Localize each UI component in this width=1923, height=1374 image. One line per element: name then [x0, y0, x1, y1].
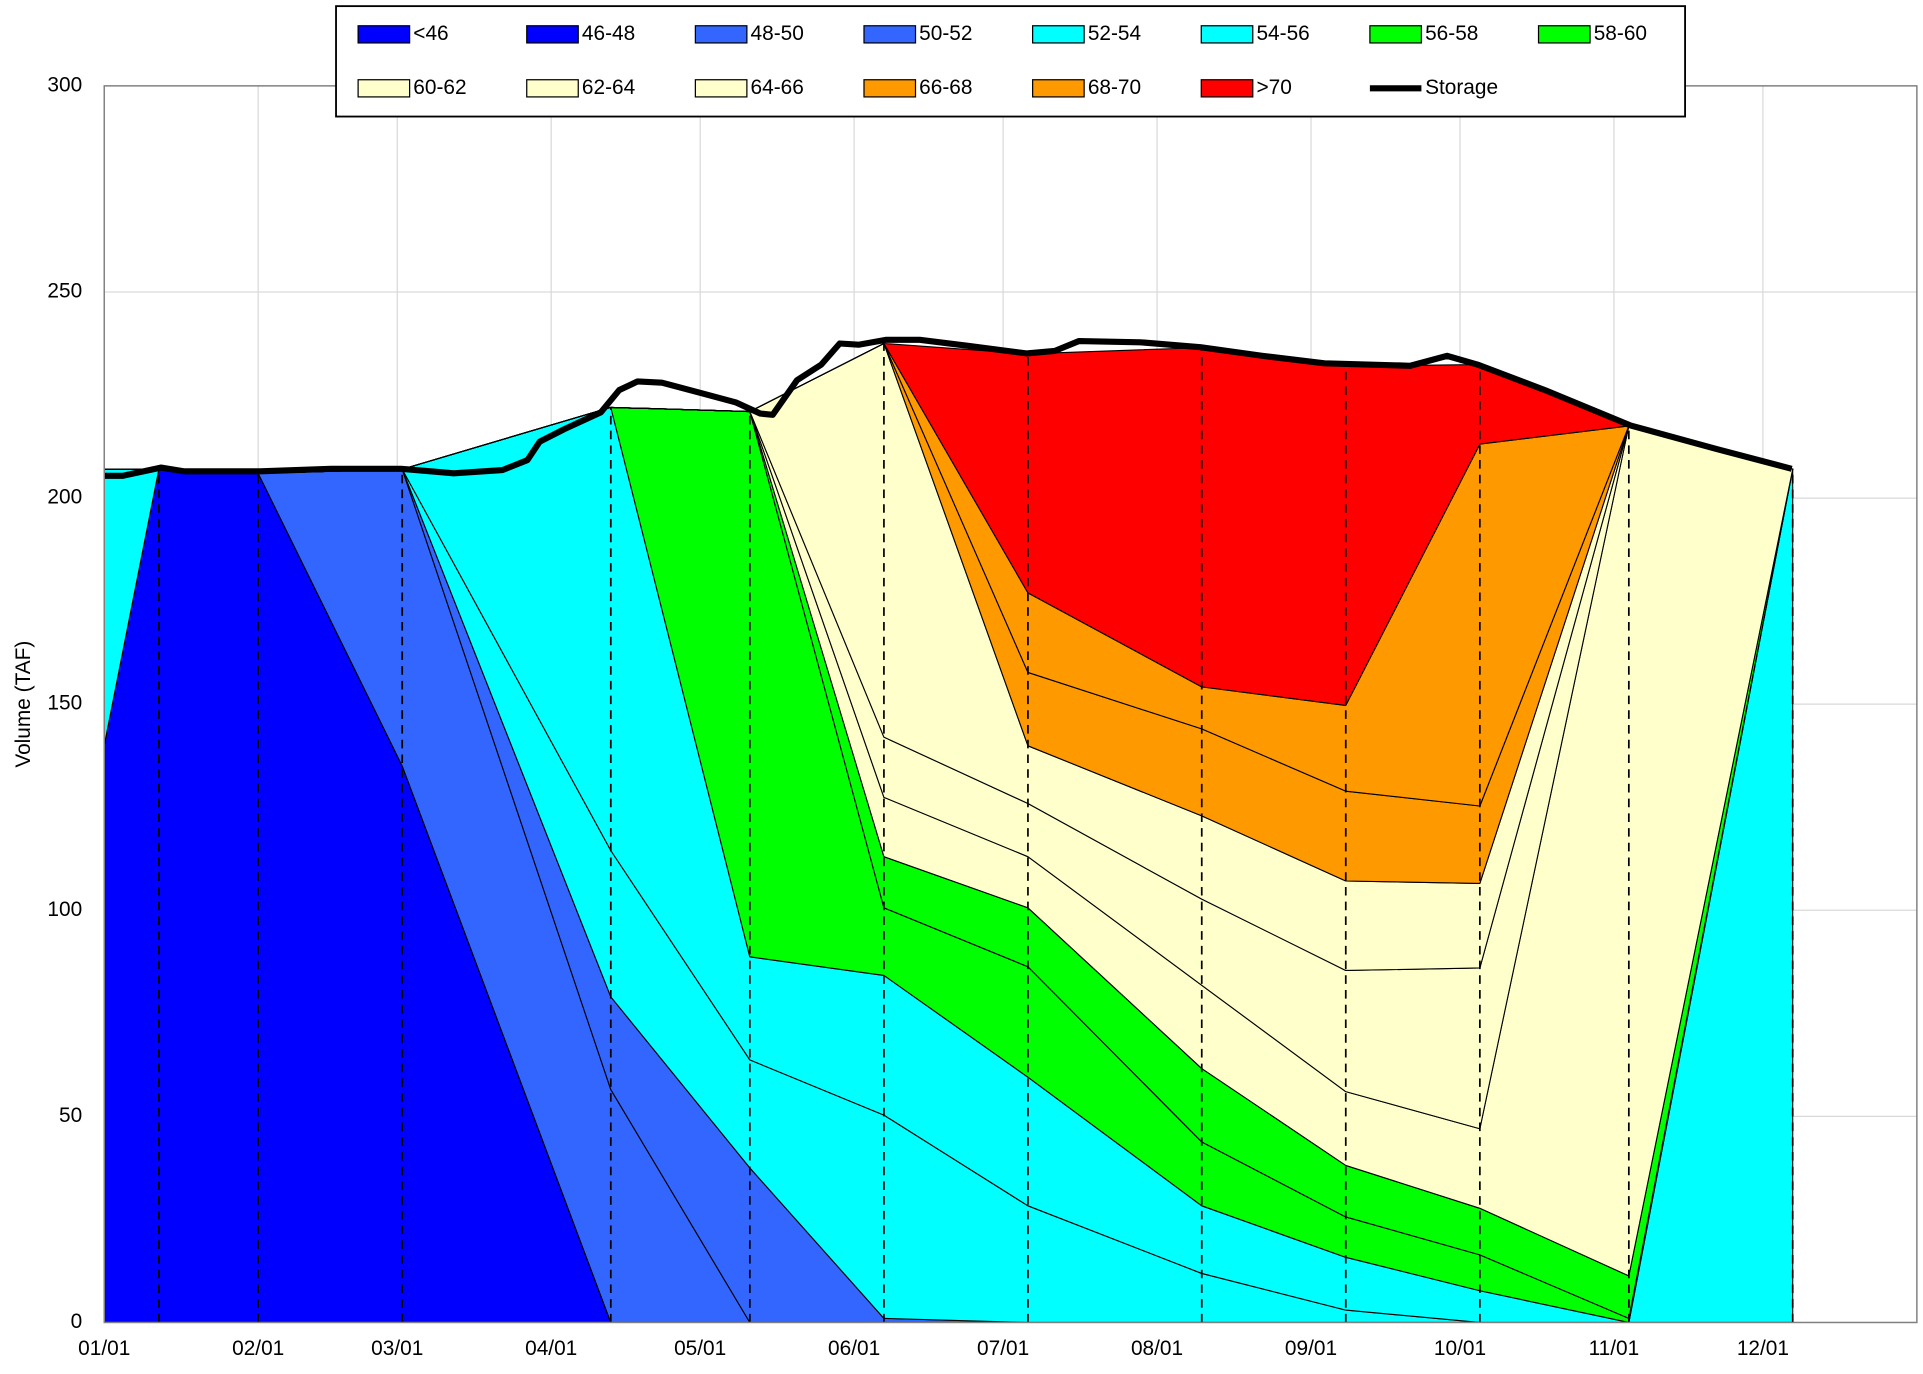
legend-swatch	[863, 79, 917, 98]
y-tick-label: 250	[47, 279, 82, 302]
legend-label: 58-60	[1594, 22, 1647, 45]
x-tick-label: 12/01	[1737, 1337, 1789, 1360]
x-tick-label: 09/01	[1285, 1337, 1337, 1360]
legend-label: 64-66	[751, 76, 804, 99]
legend-swatch	[357, 25, 411, 44]
x-tick-label: 06/01	[828, 1337, 880, 1360]
y-axis-label: Volume (TAF)	[12, 641, 35, 768]
legend-swatch	[1369, 25, 1423, 44]
x-tick-label: 03/01	[371, 1337, 423, 1360]
legend-swatch	[1537, 25, 1591, 44]
legend-box	[335, 5, 1686, 118]
legend-label: 56-58	[1425, 22, 1478, 45]
legend-swatch	[526, 25, 579, 44]
y-tick-label: 50	[59, 1104, 82, 1127]
x-tick-label: 10/01	[1434, 1337, 1486, 1360]
legend-label: 62-64	[582, 76, 635, 99]
legend-swatch	[1032, 79, 1085, 98]
y-tick-label: 300	[47, 73, 82, 96]
legend-swatch	[1032, 25, 1085, 44]
legend: <46 46-48 48-50 50-52 52-54 54-56 56-58 58-60 60…	[335, 5, 1686, 118]
legend-label: 54-56	[1256, 22, 1309, 45]
x-tick-label: 04/01	[525, 1337, 577, 1360]
x-tick-label: 05/01	[674, 1337, 726, 1360]
legend-label: 48-50	[751, 22, 804, 45]
legend-label: 46-48	[582, 22, 635, 45]
legend-label: 66-68	[919, 76, 972, 99]
legend-label: >70	[1256, 76, 1291, 99]
storage-line	[104, 336, 1793, 479]
legend-swatch	[1200, 25, 1254, 44]
legend-label: Storage	[1425, 76, 1498, 99]
y-tick-label: 100	[47, 898, 82, 921]
legend-swatch	[694, 79, 748, 98]
y-tick-label: 0	[71, 1310, 83, 1333]
legend-label: 68-70	[1088, 76, 1141, 99]
y-tick-label: 200	[47, 486, 82, 509]
legend-label: <46	[413, 22, 448, 45]
legend-swatch	[863, 25, 917, 44]
x-tick-label: 08/01	[1131, 1337, 1183, 1360]
x-tick-label: 02/01	[232, 1337, 284, 1360]
legend-swatch	[526, 79, 579, 98]
legend-swatch	[357, 79, 411, 98]
legend-label: 50-52	[919, 22, 972, 45]
y-tick-label: 150	[47, 692, 82, 715]
x-tick-label: 11/01	[1589, 1337, 1640, 1360]
x-tick-label: 01/01	[78, 1337, 130, 1360]
x-tick-label: 07/01	[977, 1337, 1029, 1360]
legend-label: 52-54	[1088, 22, 1141, 45]
legend-swatch	[694, 25, 748, 44]
legend-label: 60-62	[413, 76, 466, 99]
legend-swatch	[1200, 79, 1254, 98]
